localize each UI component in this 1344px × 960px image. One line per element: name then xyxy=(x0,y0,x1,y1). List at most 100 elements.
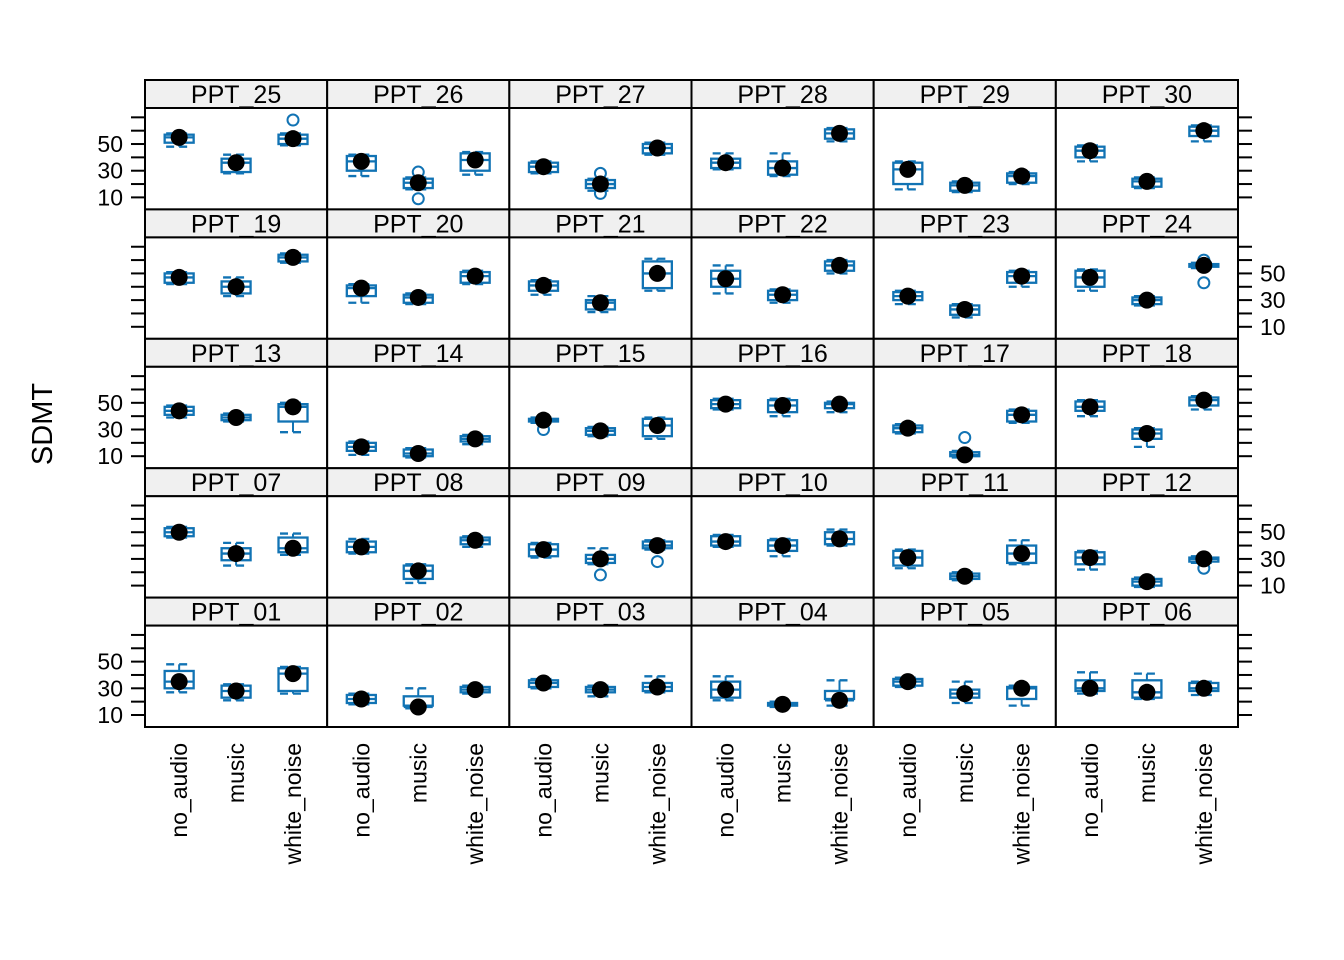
x-category-label-no_audio: no_audio xyxy=(530,743,556,838)
x-category-label-music: music xyxy=(405,743,431,803)
mean-dot-PPT_16-white_noise xyxy=(831,395,849,413)
y-tick-label-right: 10 xyxy=(1260,573,1286,599)
mean-dot-PPT_23-white_noise xyxy=(1013,267,1031,285)
strip-PPT_12 xyxy=(1054,467,1240,498)
panel-PPT_23 xyxy=(872,236,1057,340)
mean-dot-PPT_17-music xyxy=(956,446,974,464)
strip-label-PPT_20: PPT_20 xyxy=(373,210,463,238)
y-tick-label-left: 50 xyxy=(97,131,123,157)
mean-dot-PPT_09-music xyxy=(591,550,609,568)
outlier-PPT_26-music xyxy=(411,192,425,206)
mean-dot-PPT_25-music xyxy=(227,154,245,172)
strip-label-PPT_21: PPT_21 xyxy=(555,210,645,238)
strip-PPT_08 xyxy=(326,467,511,498)
mean-dot-PPT_17-white_noise xyxy=(1013,406,1031,424)
mean-dot-PPT_29-white_noise xyxy=(1013,167,1031,185)
mean-dot-PPT_22-white_noise xyxy=(831,256,849,274)
y-tick-label-left: 30 xyxy=(97,675,123,701)
mean-dot-PPT_10-no_audio xyxy=(717,533,735,551)
panel-PPT_18 xyxy=(1054,365,1240,470)
mean-dot-PPT_20-white_noise xyxy=(466,267,484,285)
mean-dot-PPT_04-no_audio xyxy=(717,681,735,699)
strip-label-PPT_14: PPT_14 xyxy=(373,340,463,368)
strip-label-PPT_04: PPT_04 xyxy=(737,599,827,627)
x-category-label-music: music xyxy=(1134,743,1160,803)
strip-label-PPT_29: PPT_29 xyxy=(920,81,1010,109)
mean-dot-PPT_05-white_noise xyxy=(1013,679,1031,697)
mean-dot-PPT_12-music xyxy=(1138,573,1156,591)
strip-label-PPT_07: PPT_07 xyxy=(191,469,281,497)
mean-dot-PPT_26-music xyxy=(409,174,427,192)
mean-dot-PPT_14-music xyxy=(409,445,427,463)
mean-dot-PPT_27-no_audio xyxy=(534,158,552,176)
mean-dot-PPT_01-music xyxy=(227,682,245,700)
strip-label-PPT_26: PPT_26 xyxy=(373,81,463,109)
mean-dot-PPT_30-white_noise xyxy=(1195,122,1213,140)
y-tick-label-left: 50 xyxy=(97,390,123,416)
y-axis-title: SDMT xyxy=(27,383,59,465)
strip-label-PPT_02: PPT_02 xyxy=(373,599,463,627)
mean-dot-PPT_22-no_audio xyxy=(717,270,735,288)
mean-dot-PPT_24-music xyxy=(1138,291,1156,309)
strip-PPT_07 xyxy=(144,467,329,498)
x-category-label-white_noise: white_noise xyxy=(462,743,488,865)
strip-label-PPT_01: PPT_01 xyxy=(191,599,281,627)
strip-label-PPT_28: PPT_28 xyxy=(737,81,827,109)
panel-PPT_12 xyxy=(1054,495,1240,599)
y-tick-label-right: 30 xyxy=(1260,546,1286,572)
strip-label-PPT_25: PPT_25 xyxy=(191,81,281,109)
strip-label-PPT_10: PPT_10 xyxy=(737,469,827,497)
mean-dot-PPT_23-music xyxy=(956,300,974,318)
mean-dot-PPT_08-white_noise xyxy=(466,531,484,549)
strip-PPT_09 xyxy=(508,467,693,498)
strip-label-PPT_06: PPT_06 xyxy=(1102,599,1192,627)
outlier-PPT_24-white_noise xyxy=(1197,276,1211,290)
mean-dot-PPT_20-no_audio xyxy=(352,279,370,297)
strip-PPT_11 xyxy=(872,467,1057,498)
mean-dot-PPT_21-music xyxy=(591,294,609,312)
panel-PPT_05 xyxy=(872,624,1057,728)
y-tick-label-left: 30 xyxy=(97,158,123,184)
y-tick-label-left: 10 xyxy=(97,702,123,728)
x-category-label-white_noise: white_noise xyxy=(1009,743,1035,865)
strip-PPT_01 xyxy=(144,596,329,627)
strip-label-PPT_16: PPT_16 xyxy=(737,340,827,368)
panel-PPT_30 xyxy=(1054,107,1240,211)
panel-PPT_29 xyxy=(872,107,1057,211)
strip-label-PPT_18: PPT_18 xyxy=(1102,340,1192,368)
outlier-PPT_25-white_noise xyxy=(286,113,300,127)
y-tick-label-right: 10 xyxy=(1260,314,1286,340)
mean-dot-PPT_12-white_noise xyxy=(1195,550,1213,568)
x-category-label-music: music xyxy=(952,743,978,803)
mean-dot-PPT_01-white_noise xyxy=(284,665,302,683)
strip-label-PPT_12: PPT_12 xyxy=(1102,469,1192,497)
mean-dot-PPT_24-white_noise xyxy=(1195,256,1213,274)
mean-dot-PPT_08-no_audio xyxy=(352,538,370,556)
x-category-label-music: music xyxy=(770,743,796,803)
strip-label-PPT_08: PPT_08 xyxy=(373,469,463,497)
strip-label-PPT_22: PPT_22 xyxy=(737,210,827,238)
strip-label-PPT_19: PPT_19 xyxy=(191,210,281,238)
mean-dot-PPT_19-white_noise xyxy=(284,248,302,266)
x-category-label-music: music xyxy=(223,743,249,803)
mean-dot-PPT_21-no_audio xyxy=(534,276,552,294)
mean-dot-PPT_08-music xyxy=(409,562,427,580)
y-tick-label-right: 50 xyxy=(1260,519,1286,545)
mean-dot-PPT_13-white_noise xyxy=(284,398,302,416)
mean-dot-PPT_29-no_audio xyxy=(899,160,917,178)
mean-dot-PPT_15-music xyxy=(591,422,609,440)
mean-dot-PPT_28-music xyxy=(774,159,792,177)
mean-dot-PPT_13-music xyxy=(227,409,245,426)
strip-label-PPT_23: PPT_23 xyxy=(920,210,1010,238)
mean-dot-PPT_25-white_noise xyxy=(284,130,302,148)
mean-dot-PPT_14-no_audio xyxy=(352,438,370,456)
mean-dot-PPT_18-no_audio xyxy=(1081,398,1099,416)
y-tick-label-left: 30 xyxy=(97,417,123,443)
mean-dot-PPT_28-no_audio xyxy=(717,154,735,172)
x-category-label-white_noise: white_noise xyxy=(827,743,853,865)
mean-dot-PPT_07-no_audio xyxy=(170,523,188,541)
mean-dot-PPT_12-no_audio xyxy=(1081,549,1099,567)
x-category-label-white_noise: white_noise xyxy=(280,743,306,865)
